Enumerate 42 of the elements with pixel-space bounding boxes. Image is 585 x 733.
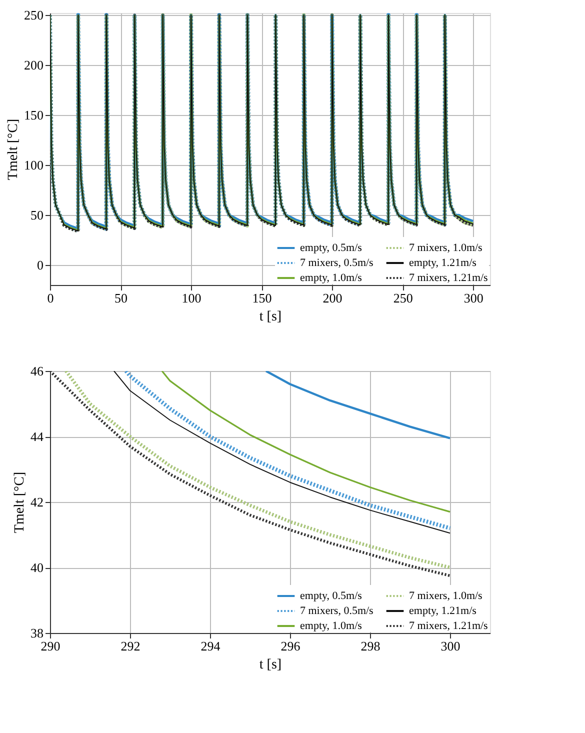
x-tick-label: 292 [120, 638, 140, 654]
x-tick-label: 300 [464, 290, 484, 306]
y-tick-label: 40 [30, 560, 44, 575]
line-series [264, 371, 452, 440]
legend-label: empty, 0.5m/s [300, 242, 362, 254]
legend-label: 7 mixers, 1.21m/s [409, 272, 488, 284]
y-axis-title: Tmelt [°C] [6, 118, 21, 180]
x-tick-label: 294 [200, 638, 221, 654]
legend-label: 7 mixers, 1.0m/s [409, 242, 482, 254]
y-axis-title: Tmelt [°C] [12, 472, 28, 534]
legend-label: 7 mixers, 1.0m/s [409, 590, 482, 602]
y-tick-label: 100 [24, 158, 44, 172]
x-tick-label: 296 [280, 638, 301, 654]
y-tick-label: 42 [30, 494, 44, 510]
legend-label: 7 mixers, 0.5m/s [300, 257, 374, 269]
y-tick-label: 0 [37, 258, 44, 272]
x-tick-label: 200 [322, 290, 342, 306]
y-tick-label: 250 [24, 8, 44, 22]
legend-label: empty, 1.0m/s [300, 272, 362, 284]
y-tick-label: 46 [30, 364, 44, 378]
y-tick-label: 50 [30, 208, 44, 222]
x-tick-label: 0 [47, 290, 54, 306]
x-tick-label: 50 [114, 290, 128, 306]
x-tick-label: 298 [360, 638, 380, 654]
y-tick-label: 200 [24, 58, 44, 72]
x-tick-label: 100 [182, 290, 202, 306]
line-series [161, 371, 451, 513]
y-tick-label: 44 [30, 429, 44, 444]
legend-label: empty, 0.5m/s [300, 590, 362, 602]
x-tick-label: 150 [252, 290, 272, 306]
legend-label: 7 mixers, 1.21m/s [409, 620, 488, 632]
x-tick-label: 300 [440, 638, 460, 654]
y-tick-label: 150 [24, 108, 44, 122]
x-tick-label: 290 [40, 638, 60, 654]
legend-label: empty, 1.21m/s [409, 605, 476, 617]
x-tick-label: 250 [393, 290, 413, 306]
legend-label: empty, 1.21m/s [409, 257, 476, 269]
legend-label: 7 mixers, 0.5m/s [300, 605, 374, 617]
x-axis-title: t [s] [259, 658, 282, 672]
y-tick-label: 38 [30, 626, 44, 640]
x-axis-title: t [s] [259, 310, 282, 324]
legend-label: empty, 1.0m/s [300, 620, 362, 632]
